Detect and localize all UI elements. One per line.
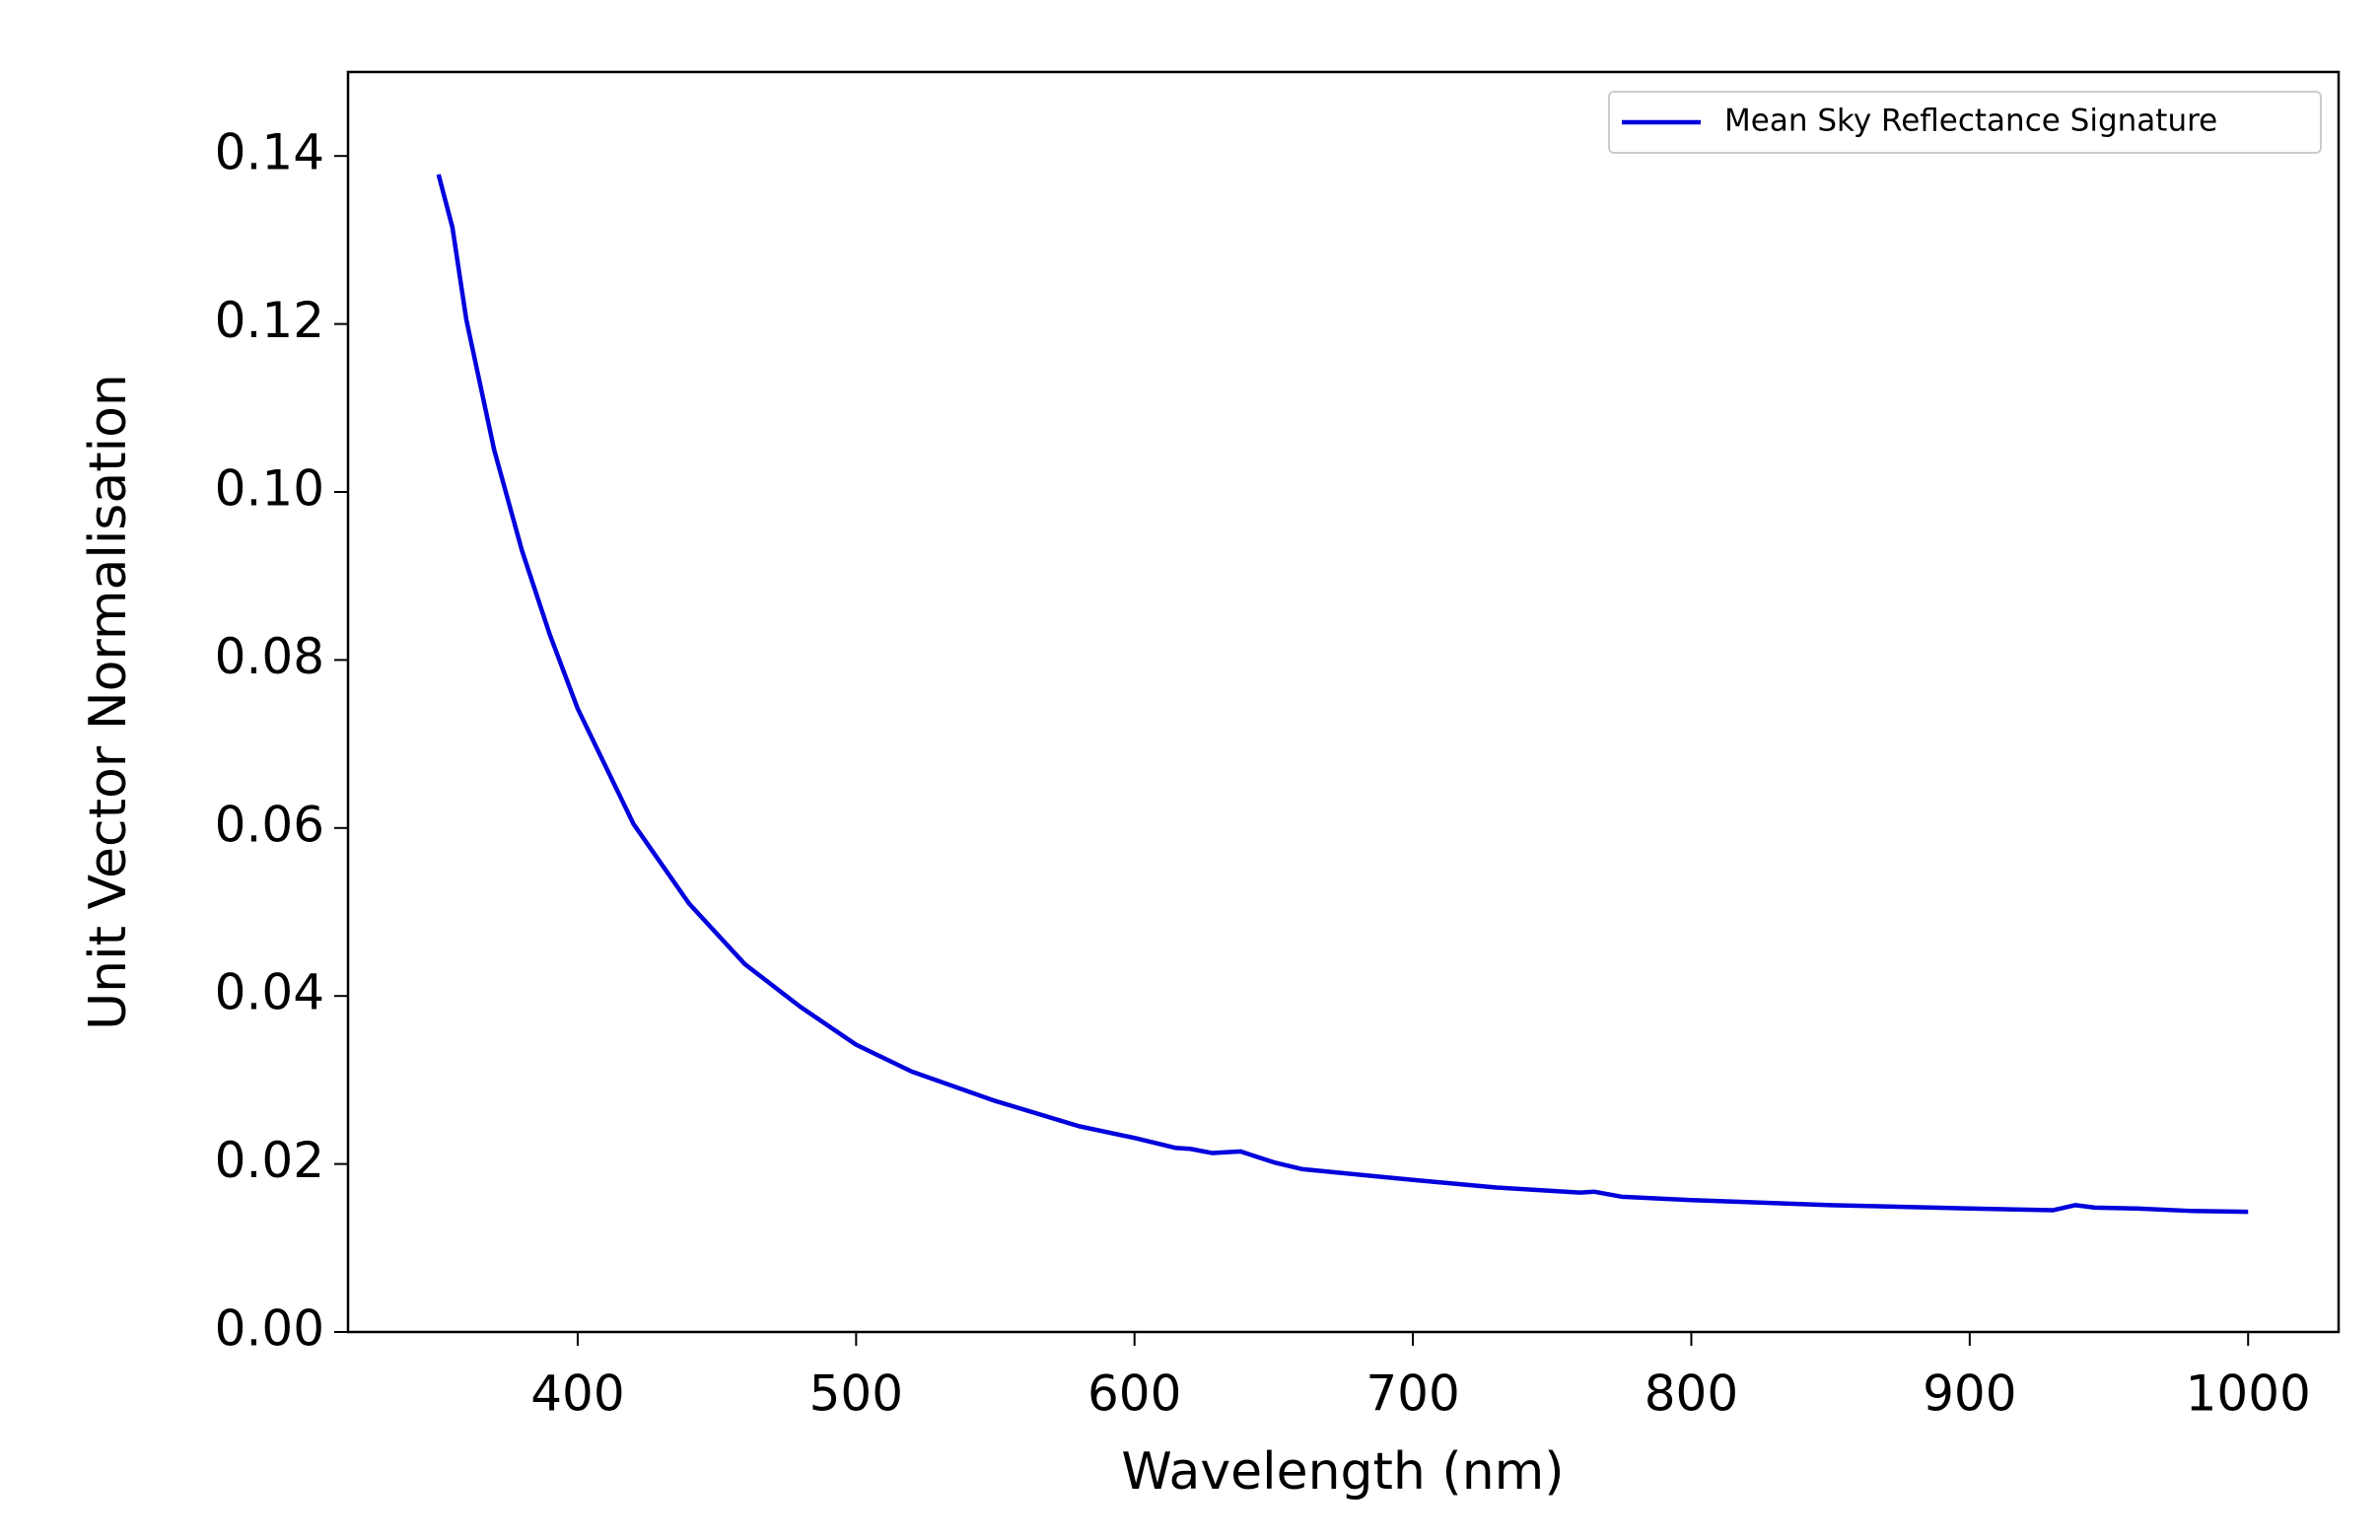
plot-frame: [346, 70, 2341, 1334]
x-tick-label: 1000: [2186, 1365, 2311, 1423]
y-tick-label: 0.00: [215, 1300, 324, 1358]
legend-box: [1608, 91, 2322, 154]
y-tick-label: 0.10: [215, 460, 324, 518]
y-tick-label: 0.02: [215, 1132, 324, 1189]
data-line: [436, 174, 2249, 1215]
x-tick-label: 700: [1365, 1365, 1459, 1423]
x-tick-label: 900: [1923, 1365, 2016, 1423]
legend-label: Mean Sky Reflectance Signature: [1724, 104, 2217, 139]
y-axis-label: Unit Vector Normalisation: [79, 374, 138, 1030]
y-tick-label: 0.06: [215, 796, 324, 853]
x-tick-label: 800: [1645, 1365, 1738, 1423]
y-tick-label: 0.14: [215, 124, 324, 181]
y-tick-label: 0.12: [215, 292, 324, 349]
x-tick-label: 600: [1087, 1365, 1181, 1423]
y-tick-label: 0.08: [215, 628, 324, 685]
y-tick-label: 0.04: [215, 964, 324, 1021]
x-tick-label: 500: [809, 1365, 903, 1423]
x-tick-label: 400: [530, 1365, 624, 1423]
x-axis-label: Wavelength (nm): [1121, 1442, 1564, 1502]
